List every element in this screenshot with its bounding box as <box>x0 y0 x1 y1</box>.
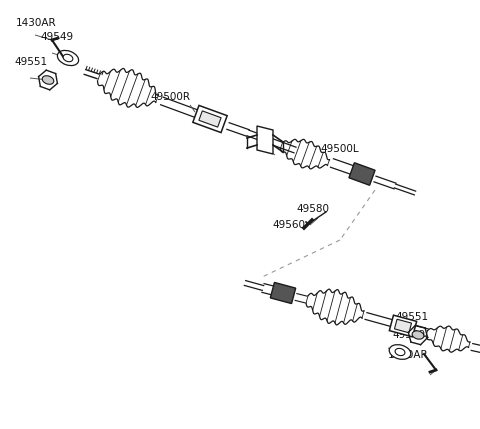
Text: 49560: 49560 <box>272 220 305 230</box>
Ellipse shape <box>389 344 411 360</box>
Ellipse shape <box>63 54 73 62</box>
Ellipse shape <box>395 348 405 356</box>
Polygon shape <box>257 126 273 154</box>
Polygon shape <box>193 106 227 133</box>
Ellipse shape <box>42 76 54 84</box>
Text: 1430AR: 1430AR <box>16 18 57 28</box>
Polygon shape <box>395 319 411 333</box>
Text: 49549: 49549 <box>392 330 425 340</box>
Text: 49551: 49551 <box>14 57 47 67</box>
Polygon shape <box>389 315 417 337</box>
Polygon shape <box>280 139 329 169</box>
Polygon shape <box>426 326 470 352</box>
Text: 49549: 49549 <box>40 32 73 42</box>
Text: 49500L: 49500L <box>320 144 359 154</box>
Polygon shape <box>97 69 158 107</box>
Polygon shape <box>349 163 375 185</box>
Polygon shape <box>306 289 364 325</box>
Polygon shape <box>199 111 221 127</box>
Ellipse shape <box>58 51 79 66</box>
Text: 1430AR: 1430AR <box>388 350 429 360</box>
Text: 49580: 49580 <box>296 204 329 214</box>
Text: 49500R: 49500R <box>150 92 190 102</box>
Ellipse shape <box>412 331 424 339</box>
Polygon shape <box>270 282 296 304</box>
Text: 49551: 49551 <box>395 312 428 322</box>
